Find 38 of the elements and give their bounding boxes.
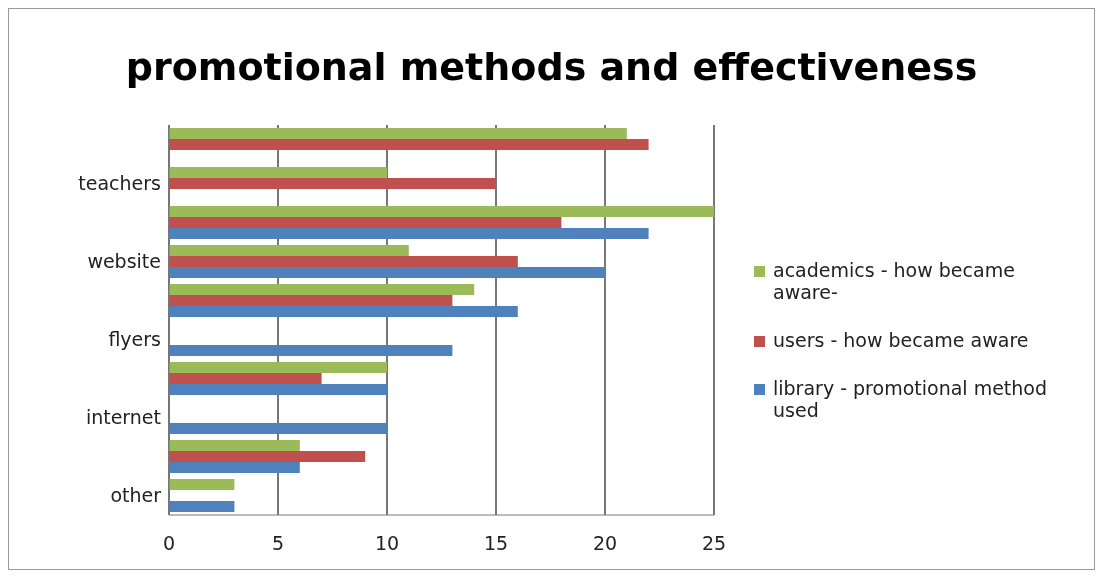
- bar: [169, 178, 496, 190]
- x-tick-label: 15: [483, 532, 509, 555]
- bar: [169, 345, 453, 357]
- bar: [169, 228, 649, 240]
- bar: [169, 451, 366, 463]
- x-tick-label: 25: [701, 532, 727, 555]
- y-tick-label: website: [87, 250, 161, 273]
- bar: [169, 306, 518, 318]
- y-tick-label: other: [110, 484, 162, 507]
- bar: [169, 256, 518, 268]
- bar: [169, 440, 300, 452]
- bar: [169, 245, 409, 257]
- bar: [169, 267, 605, 279]
- bar: [169, 384, 387, 396]
- bar: [169, 423, 387, 435]
- y-tick-label: teachers: [78, 172, 161, 195]
- bar: [169, 206, 714, 218]
- y-tick-label: internet: [85, 406, 161, 429]
- legend-label: users - how became aware: [773, 329, 1029, 351]
- bar: [169, 479, 235, 491]
- bar: [169, 128, 627, 140]
- legend-label: library - promotional method used: [773, 377, 1048, 421]
- x-tick-label: 5: [271, 532, 285, 555]
- bar: [169, 139, 649, 151]
- bar: [169, 217, 562, 229]
- y-tick-label: flyers: [108, 328, 161, 351]
- bar: [169, 373, 322, 385]
- bar: [169, 167, 387, 179]
- bar: [169, 501, 235, 513]
- bar: [169, 362, 387, 374]
- x-tick-label: 0: [162, 532, 176, 555]
- chart-title: promotional methods and effectiveness: [124, 45, 979, 91]
- bar: [169, 462, 300, 474]
- legend-label: academics - how became aware-: [773, 259, 1016, 303]
- bar: [169, 295, 453, 307]
- bar: [169, 284, 475, 296]
- x-tick-label: 10: [374, 532, 400, 555]
- x-tick-label: 20: [592, 532, 618, 555]
